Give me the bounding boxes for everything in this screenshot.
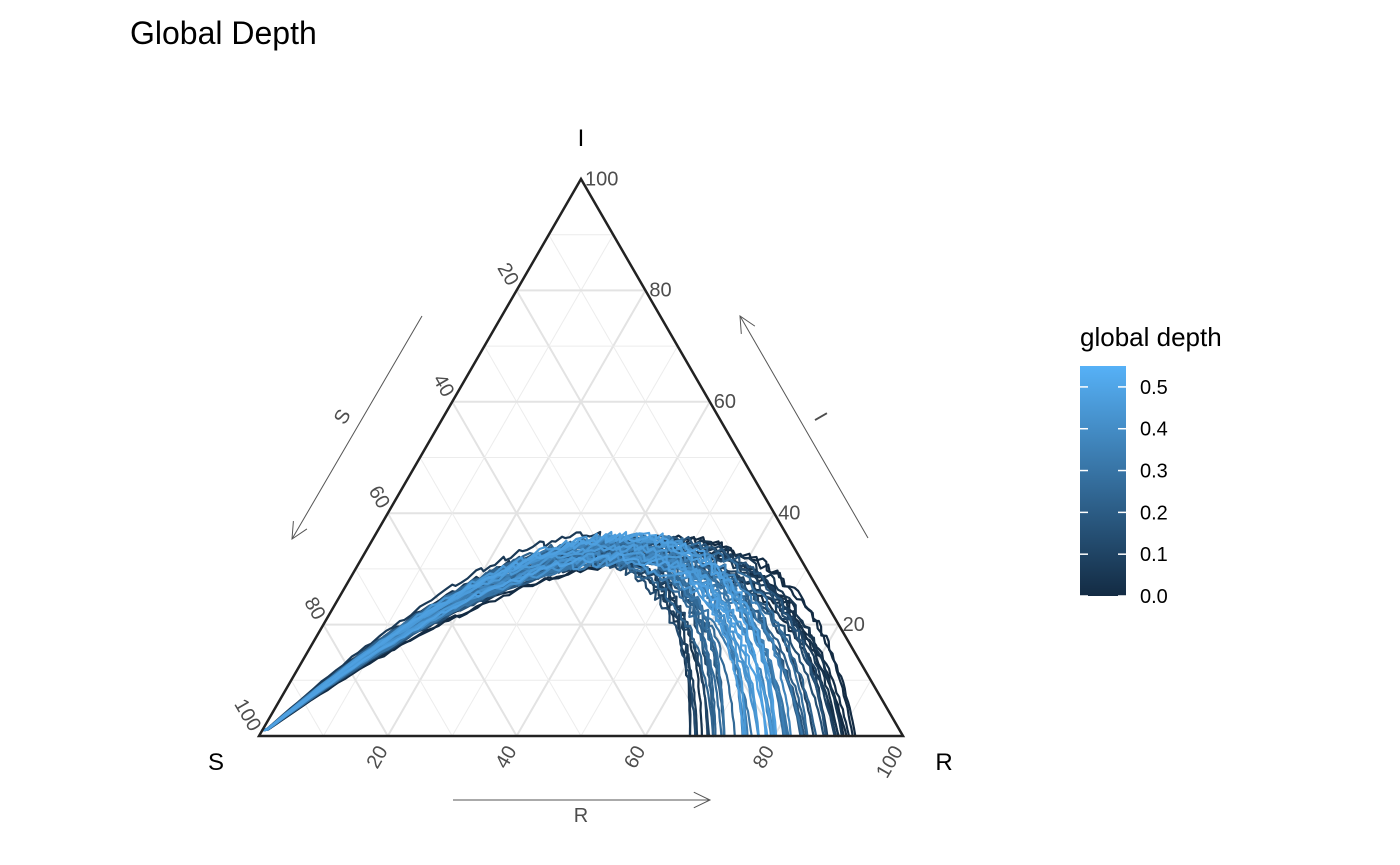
triangle-outline (256, 176, 906, 738)
vertex-labels: I S R (208, 125, 953, 776)
grid-line-s (355, 568, 453, 737)
grid-line-r (709, 568, 807, 737)
chart-title: Global Depth (130, 15, 317, 51)
legend-tick-label: 0.4 (1140, 419, 1168, 441)
s-axis-name: S (330, 406, 356, 429)
tick-label-i: 100 (585, 168, 618, 190)
r-axis-arrow-head (693, 791, 712, 809)
trajectory-line (261, 553, 769, 738)
triangle-border (256, 176, 906, 738)
tick-label-i: 40 (778, 502, 800, 524)
legend-title: global depth (1080, 322, 1222, 352)
trajectory-line (261, 543, 760, 738)
tick-label-i: 80 (649, 280, 671, 302)
tick-label-s: 80 (299, 593, 329, 623)
grid-line-s (386, 512, 518, 737)
vertex-label-s: S (208, 749, 224, 776)
i-axis-arrow-head (739, 315, 756, 334)
legend-tick-label: 0.1 (1140, 544, 1168, 566)
vertex-label-r: R (935, 749, 952, 776)
tick-label-r: 80 (749, 742, 779, 772)
trajectory-lines (261, 530, 857, 738)
legend-tick-label: 0.5 (1140, 377, 1168, 399)
legend-colorbar (1080, 366, 1126, 596)
grid-line-s (290, 680, 324, 737)
r-axis-name: R (574, 805, 588, 827)
s-axis-arrow-head (291, 521, 308, 540)
vertex-label-i: I (578, 125, 585, 152)
tick-label-s: 20 (493, 259, 523, 289)
tick-label-i: 20 (843, 614, 865, 636)
color-legend: global depth 0.0 0.1 0.2 0.3 0.4 0.5 (1080, 322, 1222, 608)
grid-line-s (322, 624, 389, 737)
tick-label-r: 60 (620, 742, 650, 772)
tick-label-s: 40 (428, 371, 458, 401)
tick-label-r: 40 (491, 742, 521, 772)
tick-label-s: 100 (229, 695, 265, 735)
tick-label-r: 20 (363, 742, 393, 772)
tick-labels: 20 20 20 40 40 40 60 60 60 80 80 80 100 100 100 (229, 168, 907, 782)
i-axis-name: I (809, 409, 831, 425)
tick-label-r: 100 (872, 742, 908, 782)
trajectory-line (261, 533, 767, 738)
legend-ticks: 0.0 0.1 0.2 0.3 0.4 0.5 (1080, 377, 1168, 608)
legend-tick-label: 0.3 (1140, 461, 1168, 483)
s-axis-arrow-line (291, 315, 423, 540)
tick-label-i: 60 (714, 391, 736, 413)
legend-tick-label: 0.0 (1140, 586, 1168, 608)
legend-tick-label: 0.2 (1140, 502, 1168, 524)
tick-label-s: 60 (364, 482, 394, 512)
i-axis-arrow-line (739, 315, 869, 539)
